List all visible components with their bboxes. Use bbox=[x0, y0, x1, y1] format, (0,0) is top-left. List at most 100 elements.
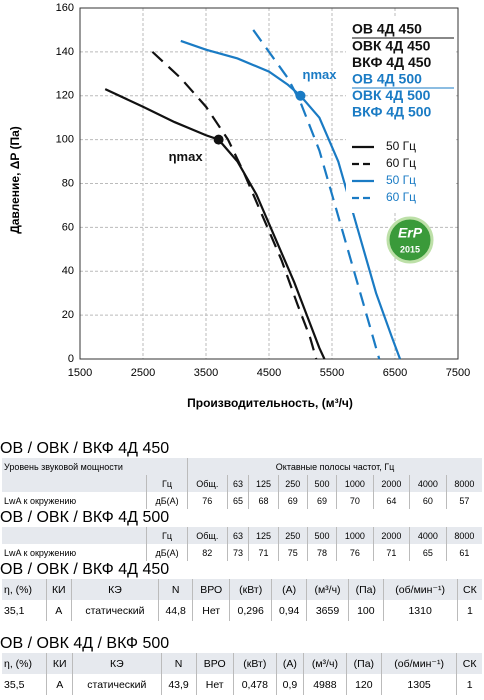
table-cell: LwA к окружению bbox=[4, 547, 77, 558]
legend-label: 60 Гц bbox=[386, 190, 416, 204]
table-cell: 35,1 bbox=[4, 604, 25, 617]
table-cell: СК bbox=[456, 579, 482, 600]
y-tick-label: 40 bbox=[62, 265, 74, 277]
x-tick-label: 2500 bbox=[131, 367, 155, 379]
table-cell: 57 bbox=[445, 492, 482, 509]
table-cell: 71 bbox=[372, 544, 410, 561]
table-cell: 63 bbox=[226, 527, 249, 544]
curve bbox=[180, 39, 402, 360]
legend-model: ОВ 4Д 500 bbox=[352, 71, 422, 87]
table-cell: 65 bbox=[226, 492, 249, 509]
y-tick-label: 120 bbox=[56, 90, 74, 102]
table: η, (%) КИ КЭ N ВРО (кВт) (А) (м³/ч) (Па) (об/мин⁻… bbox=[2, 579, 482, 621]
y-tick-label: 140 bbox=[56, 46, 74, 58]
table-cell: A bbox=[46, 674, 73, 695]
table-row: η, (%) КИ КЭ N ВРО (кВт) (А) (м³/ч) (Па) (об/мин⁻… bbox=[2, 579, 482, 600]
table-cell: N bbox=[160, 653, 197, 674]
table-cell: 70 bbox=[336, 492, 374, 509]
tables: ОВ / ОВК / ВКФ 4Д 450 Уровень звуковой мо… bbox=[0, 440, 484, 695]
table-cell: (об/мин⁻¹) bbox=[380, 653, 457, 674]
table-title: ОВ / ОВК / ВКФ 4Д 500 bbox=[0, 509, 170, 526]
table-cell: (кВт) bbox=[228, 579, 272, 600]
table-cell: 71 bbox=[248, 544, 279, 561]
table-cell: 69 bbox=[306, 492, 337, 509]
table-cell: (Па) bbox=[348, 579, 384, 600]
eta-max-point bbox=[295, 90, 306, 101]
table-cell: η, (%) bbox=[2, 653, 47, 674]
x-tick-label: 1500 bbox=[68, 367, 92, 379]
table-cell: 43,9 bbox=[160, 674, 197, 695]
y-tick-label: 20 bbox=[62, 309, 74, 321]
table-cell: 64 bbox=[372, 492, 410, 509]
erp-year: 2015 bbox=[400, 244, 420, 254]
x-tick-label: 5500 bbox=[320, 367, 344, 379]
y-tick-label: 160 bbox=[56, 2, 74, 14]
table-cell: 44,8 bbox=[157, 600, 193, 621]
legend-label: 50 Гц bbox=[386, 139, 416, 153]
legend-label: 60 Гц bbox=[386, 156, 416, 170]
y-tick-label: 80 bbox=[62, 177, 74, 189]
table-cell: 8000 bbox=[445, 475, 482, 492]
table-cell: η, (%) bbox=[2, 579, 47, 600]
y-axis-label: Давление, ΔP (Па) bbox=[8, 126, 22, 234]
table: η, (%) КИ КЭ N ВРО (кВт) (А) (м³/ч) (Па) (об/мин⁻… bbox=[2, 653, 482, 695]
chart: Давление, ΔP (Па) Производительность, (м… bbox=[8, 2, 470, 410]
eta-max-point bbox=[213, 134, 224, 145]
table: Гц Общ. 63 125 250 500 1000 2000 4000 8000 LwA к о… bbox=[2, 527, 482, 561]
table-cell: 0,478 bbox=[232, 674, 277, 695]
table-cell: 0,9 bbox=[275, 674, 304, 695]
table-cell: Уровень звуковой мощности bbox=[2, 458, 188, 475]
table-cell: 500 bbox=[306, 527, 337, 544]
table-cell: 1000 bbox=[336, 475, 374, 492]
curve bbox=[252, 29, 381, 360]
table-cell: A bbox=[45, 600, 72, 621]
table-cell: Гц bbox=[145, 527, 188, 544]
table-row: Гц Общ. 63 125 250 500 1000 2000 4000 8000 bbox=[2, 475, 482, 492]
table-cell: КЭ bbox=[72, 653, 162, 674]
table-row: Гц Общ. 63 125 250 500 1000 2000 4000 8000 bbox=[2, 527, 482, 544]
table-cell: 78 bbox=[306, 544, 337, 561]
table-cell: Общ. bbox=[187, 527, 228, 544]
legend-model: ВКФ 4Д 450 bbox=[352, 54, 432, 70]
table-row: Уровень звуковой мощности Октавные полосы… bbox=[2, 458, 482, 475]
table-cell: 4988 bbox=[302, 674, 347, 695]
legend-label: 50 Гц bbox=[386, 173, 416, 187]
table-cell: Гц bbox=[145, 475, 188, 492]
table-row: η, (%) КИ КЭ N ВРО (кВт) (А) (м³/ч) (Па) (об/мин⁻… bbox=[2, 653, 482, 674]
table: Уровень звуковой мощности Октавные полосы… bbox=[2, 458, 482, 509]
eta-max-label: ηmax bbox=[169, 149, 204, 164]
table-cell: СК bbox=[456, 653, 482, 674]
table-cell: 82 bbox=[187, 544, 228, 561]
table-cell: 65 bbox=[409, 544, 447, 561]
table-cell bbox=[2, 475, 147, 492]
eta-max-label: ηmax bbox=[303, 67, 338, 82]
x-tick-label: 3500 bbox=[194, 367, 218, 379]
x-tick-label: 4500 bbox=[257, 367, 281, 379]
erp-text: ErP bbox=[398, 225, 423, 241]
table-cell: Нет bbox=[195, 674, 234, 695]
table-title: ОВ / ОВК / ВКФ 4Д 450 bbox=[0, 561, 170, 578]
table-cell: 8000 bbox=[445, 527, 482, 544]
table-cell: статический bbox=[72, 674, 162, 695]
table-cell: (А) bbox=[271, 579, 307, 600]
y-tick-label: 60 bbox=[62, 221, 74, 233]
table-cell: статический bbox=[70, 600, 159, 621]
table-cell: 35,5 bbox=[4, 678, 25, 691]
curve bbox=[151, 51, 318, 360]
table-cell: КИ bbox=[46, 653, 73, 674]
y-tick-label: 100 bbox=[56, 134, 74, 146]
table-cell: 2000 bbox=[372, 527, 410, 544]
table-cell: 500 bbox=[306, 475, 337, 492]
table-cell: 68 bbox=[248, 492, 279, 509]
table-cell: 1 bbox=[456, 674, 482, 695]
y-tick-label: 0 bbox=[68, 353, 74, 365]
table-cell: 69 bbox=[277, 492, 308, 509]
table-cell: 120 bbox=[345, 674, 382, 695]
table-cell: 100 bbox=[348, 600, 384, 621]
table-cell: (кВт) bbox=[232, 653, 277, 674]
table-title: ОВ / ОВК / ВКФ 4Д 450 bbox=[0, 440, 170, 457]
table-cell: (м³/ч) bbox=[302, 653, 347, 674]
table-cell: Октавные полосы частот, Гц bbox=[187, 458, 482, 475]
